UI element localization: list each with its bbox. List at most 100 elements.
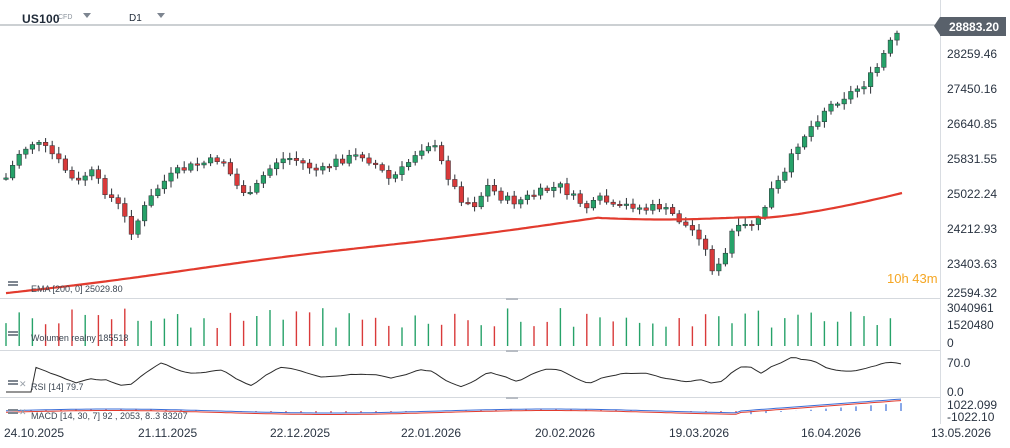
candle-body	[175, 167, 181, 174]
candle-body	[214, 157, 220, 162]
candle-body	[775, 180, 781, 189]
date-tick: 21.11.2025	[138, 426, 198, 440]
candle-body	[722, 252, 728, 265]
candle-body	[742, 224, 748, 227]
candle-body	[102, 178, 108, 195]
candle-body	[386, 170, 392, 179]
candle-body	[557, 183, 563, 188]
pane-resize-handle[interactable]	[506, 298, 518, 300]
price-tick: 24212.93	[947, 222, 998, 236]
candle-body	[326, 166, 332, 169]
candle-body	[505, 195, 511, 201]
candle-body	[604, 195, 610, 203]
price-axis-divider	[940, 0, 941, 424]
candle-body	[307, 162, 313, 169]
candle-body	[643, 207, 649, 211]
candle-body	[551, 186, 557, 191]
candle-body	[109, 194, 115, 198]
pane-resize-handle[interactable]	[506, 397, 518, 399]
date-tick: 13.05.2026	[931, 426, 992, 440]
candle-body	[300, 160, 306, 164]
candle-body	[597, 195, 603, 201]
timeframe-select[interactable]: D1	[129, 13, 142, 24]
candle-body	[868, 72, 874, 87]
candle-body	[359, 154, 365, 159]
symbol-dropdown-chevron-down-icon[interactable]	[83, 13, 91, 18]
volume-tick: 1520480	[947, 318, 994, 332]
candle-body	[577, 193, 583, 204]
candle-body	[452, 179, 458, 187]
candle-body	[663, 207, 669, 210]
candle-body	[874, 67, 880, 73]
candle-body	[128, 216, 134, 235]
current-price-badge: 28883.20	[934, 17, 1006, 36]
date-tick: 24.10.2025	[4, 426, 65, 440]
candle-body	[491, 185, 497, 192]
macd-close-icon[interactable]: ✕	[19, 407, 27, 417]
candle-body	[432, 145, 438, 148]
candle-body	[821, 110, 827, 122]
candle-body	[755, 217, 761, 225]
candle-body	[887, 39, 893, 54]
date-tick: 19.03.2026	[669, 426, 730, 440]
volume-tick: 0	[947, 336, 954, 350]
candle-body	[188, 163, 194, 171]
pane-separator-main	[0, 298, 940, 299]
pane-resize-handle[interactable]	[506, 350, 518, 352]
candle-body	[135, 220, 141, 235]
candle-body	[399, 166, 405, 175]
ema-menu-hamburger-icon[interactable]	[8, 281, 18, 289]
macd-line	[5, 398, 902, 414]
candle-body	[861, 86, 867, 90]
candle-body	[254, 183, 260, 193]
candle-body	[650, 204, 656, 211]
candle-body	[736, 224, 742, 232]
candle-body	[122, 203, 128, 217]
candle-body	[630, 203, 636, 209]
candle-body	[366, 157, 372, 164]
chart-canvas[interactable]	[0, 0, 940, 424]
candle-body	[161, 180, 167, 190]
timeframe-dropdown-chevron-down-icon[interactable]	[157, 13, 165, 18]
candle-body	[227, 162, 233, 175]
macd-legend: MACD [14, 30, 7] 92 , 2053, 8..3 83207	[31, 411, 188, 421]
candle-body	[676, 213, 682, 223]
candle-body	[406, 162, 412, 167]
candle-body	[221, 161, 227, 164]
candle-body	[267, 168, 273, 176]
candle-body	[703, 238, 709, 250]
price-tick: 26640.85	[947, 117, 998, 131]
candle-body	[729, 230, 735, 254]
candle-body	[43, 142, 49, 146]
candle-body	[531, 194, 537, 197]
candle-body	[835, 103, 841, 106]
candle-body	[571, 193, 577, 196]
rsi-menu-hamburger-icon[interactable]	[8, 380, 18, 388]
pane-separator-volume	[0, 350, 940, 351]
candle-body	[353, 154, 359, 157]
candle-body	[472, 202, 478, 208]
rsi-close-icon[interactable]: ✕	[19, 379, 27, 389]
rsi-tick: 0.0	[947, 385, 964, 399]
price-tick: 25831.55	[947, 152, 998, 166]
price-tick: 27450.16	[947, 82, 998, 96]
volume-menu-hamburger-icon[interactable]	[8, 331, 18, 339]
candle-body	[782, 171, 788, 181]
candle-body	[696, 229, 702, 240]
macd-menu-hamburger-icon[interactable]	[8, 409, 18, 417]
symbol-name[interactable]: US100	[22, 12, 60, 26]
candle-body	[23, 148, 29, 155]
candle-body	[62, 158, 68, 171]
candle-body	[656, 204, 662, 210]
candle-body	[373, 162, 379, 165]
candle-body	[716, 263, 722, 272]
candle-body	[320, 166, 326, 171]
candle-body	[181, 167, 187, 171]
candle-body	[168, 172, 174, 182]
candle-body	[208, 157, 214, 164]
date-tick: 22.01.2026	[401, 426, 462, 440]
macd-signal-line	[5, 400, 902, 415]
candle-body	[709, 249, 715, 272]
rsi-legend: RSI [14] 79.7	[31, 382, 84, 392]
candle-body	[511, 195, 517, 205]
